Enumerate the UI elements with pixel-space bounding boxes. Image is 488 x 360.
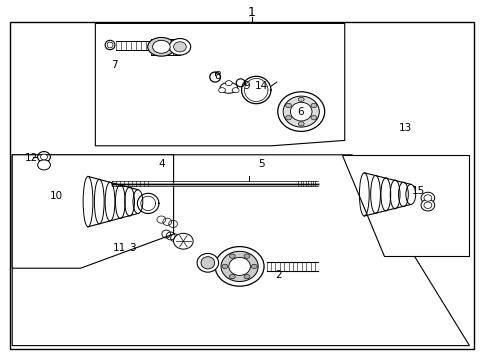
- Text: 5: 5: [258, 159, 264, 169]
- Text: 8: 8: [214, 71, 221, 81]
- Text: 3: 3: [128, 243, 135, 253]
- Polygon shape: [95, 23, 344, 146]
- Text: 1: 1: [247, 6, 255, 19]
- Text: 10: 10: [50, 191, 62, 201]
- Ellipse shape: [147, 37, 175, 56]
- Circle shape: [244, 275, 249, 279]
- Circle shape: [225, 81, 232, 86]
- Circle shape: [298, 97, 304, 102]
- Ellipse shape: [221, 251, 258, 282]
- Ellipse shape: [169, 39, 190, 55]
- Circle shape: [310, 116, 316, 120]
- Text: 14: 14: [254, 81, 268, 91]
- Circle shape: [232, 88, 239, 93]
- Circle shape: [310, 103, 316, 108]
- Text: 13: 13: [398, 123, 412, 133]
- Circle shape: [298, 122, 304, 126]
- Ellipse shape: [290, 102, 311, 121]
- Ellipse shape: [201, 257, 214, 269]
- Polygon shape: [342, 155, 468, 256]
- Ellipse shape: [173, 42, 186, 52]
- Ellipse shape: [277, 92, 324, 131]
- Circle shape: [251, 264, 257, 269]
- Ellipse shape: [220, 82, 237, 93]
- Ellipse shape: [107, 42, 113, 48]
- Ellipse shape: [228, 257, 250, 275]
- Text: 2: 2: [275, 270, 282, 280]
- Ellipse shape: [105, 40, 115, 50]
- Circle shape: [229, 254, 235, 258]
- Ellipse shape: [38, 160, 50, 170]
- Text: 4: 4: [158, 159, 164, 169]
- Circle shape: [229, 275, 235, 279]
- Text: 15: 15: [410, 186, 424, 196]
- Ellipse shape: [420, 199, 434, 211]
- Circle shape: [218, 88, 225, 93]
- Ellipse shape: [423, 202, 431, 208]
- Text: 9: 9: [243, 81, 250, 91]
- Ellipse shape: [420, 192, 434, 204]
- Ellipse shape: [215, 247, 264, 286]
- Text: 6: 6: [297, 107, 304, 117]
- Ellipse shape: [152, 40, 170, 53]
- Text: 12: 12: [25, 153, 39, 163]
- Polygon shape: [12, 155, 468, 346]
- Circle shape: [285, 116, 291, 120]
- Circle shape: [222, 264, 227, 269]
- Circle shape: [244, 254, 249, 258]
- Ellipse shape: [423, 195, 431, 201]
- Ellipse shape: [41, 154, 47, 160]
- Ellipse shape: [173, 233, 193, 249]
- Text: 11: 11: [113, 243, 126, 253]
- Polygon shape: [12, 155, 173, 268]
- Ellipse shape: [197, 253, 218, 272]
- Circle shape: [285, 103, 291, 108]
- Text: 7: 7: [111, 60, 118, 70]
- Ellipse shape: [283, 96, 319, 127]
